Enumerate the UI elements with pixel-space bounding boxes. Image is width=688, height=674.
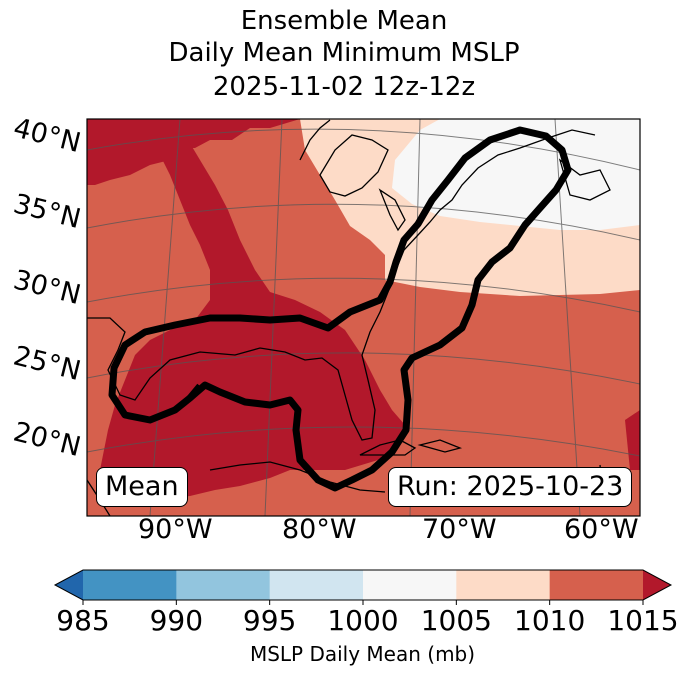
colorbar-tick-1000: 1000 <box>327 604 399 637</box>
colorbar-segment-3 <box>363 570 457 600</box>
colorbar-tick-990: 990 <box>149 604 204 637</box>
field-above-1015-nw <box>87 119 300 185</box>
colorbar-segment-2 <box>269 570 364 600</box>
lon-label-70w: 70°W <box>422 514 497 545</box>
title-line-2: Daily Mean Minimum MSLP <box>168 38 520 68</box>
colorbar-segment-5 <box>549 570 644 600</box>
title-line-3: 2025-11-02 12z-12z <box>212 72 476 102</box>
ensemble-contour-inner-notch <box>187 383 203 401</box>
lon-label-90w: 90°W <box>138 514 213 545</box>
map-frame <box>86 118 641 517</box>
field-1000-1005 <box>392 119 640 230</box>
colorbar-segment-1 <box>176 570 271 600</box>
lon-label-80w: 80°W <box>282 514 357 545</box>
colorbar-tick-1010: 1010 <box>514 604 586 637</box>
colorbar-extend-high <box>643 570 671 600</box>
lon-label-60w: 60°W <box>564 514 639 545</box>
colorbar-label: MSLP Daily Mean (mb) <box>249 642 476 666</box>
colorbar-extend-low <box>55 570 83 600</box>
colorbar-tick-1005: 1005 <box>420 604 492 637</box>
mean-label-box: Mean <box>96 467 188 507</box>
colorbar-segment-4 <box>456 570 551 600</box>
title-line-1: Ensemble Mean <box>240 6 448 36</box>
ensemble-contour <box>108 126 572 492</box>
colorbar-segment-0 <box>83 570 177 600</box>
colorbar-tick-995: 995 <box>242 604 297 637</box>
colorbar-tick-985: 985 <box>56 604 110 637</box>
run-label-box: Run: 2025-10-23 <box>388 467 633 507</box>
colorbar-tick-1015: 1015 <box>607 604 679 637</box>
